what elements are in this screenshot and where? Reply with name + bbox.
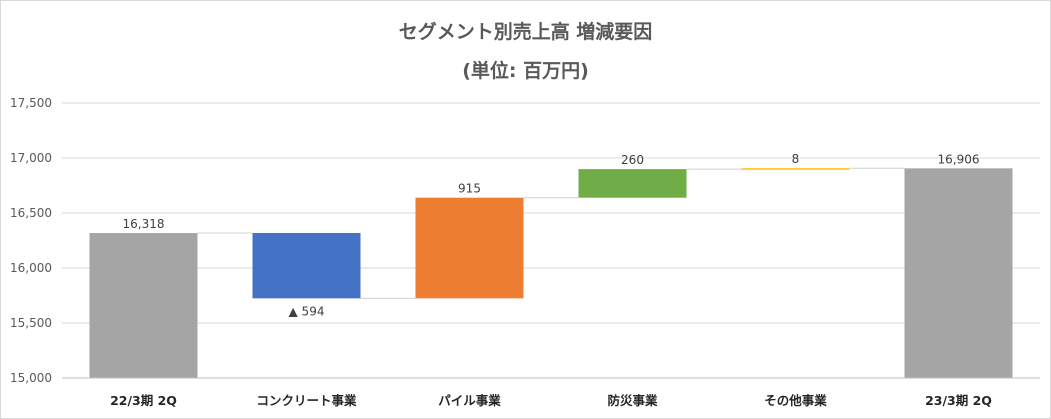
x-category-label: コンクリート事業 [256, 393, 357, 408]
bar-3 [578, 169, 687, 198]
x-axis: 22/3期 2Q コンクリート事業 パイル事業 防災事業 その他事業 23/3期 2Q [62, 377, 1040, 408]
chart-title: セグメント別売上高 増減要因 [398, 21, 653, 43]
y-tick-label: 17,500 [10, 96, 52, 110]
data-label: 16,906 [938, 152, 980, 166]
bars [89, 168, 1013, 378]
x-category-label: 防災事業 [607, 393, 658, 408]
y-tick-label: 16,500 [10, 206, 52, 220]
bar-1 [252, 233, 361, 299]
data-labels: 16,318 ▲ 594 915 260 8 16,906 [123, 152, 980, 318]
x-category-label: その他事業 [764, 393, 827, 408]
data-label: 260 [621, 153, 644, 167]
chart-subtitle: (単位: 百万円) [462, 60, 589, 82]
gridlines [62, 102, 1040, 379]
data-label: 16,318 [123, 217, 165, 231]
data-label: 8 [792, 152, 800, 166]
y-tick-label: 15,500 [10, 316, 52, 330]
bar-4 [741, 168, 850, 170]
x-category-label: 23/3期 2Q [925, 393, 992, 408]
bar-5 [904, 168, 1013, 378]
data-label: 915 [458, 182, 481, 196]
bar-2 [415, 197, 524, 299]
data-label: ▲ 594 [289, 304, 325, 318]
connector-lines [197, 167, 905, 299]
y-tick-label: 17,000 [10, 151, 52, 165]
x-category-label: パイル事業 [438, 393, 501, 408]
y-axis: 15,000 15,500 16,000 16,500 17,000 17,500 [10, 96, 52, 385]
y-tick-label: 15,000 [10, 371, 52, 385]
x-category-label: 22/3期 2Q [110, 393, 177, 408]
y-tick-label: 16,000 [10, 261, 52, 275]
bar-0 [89, 233, 198, 378]
